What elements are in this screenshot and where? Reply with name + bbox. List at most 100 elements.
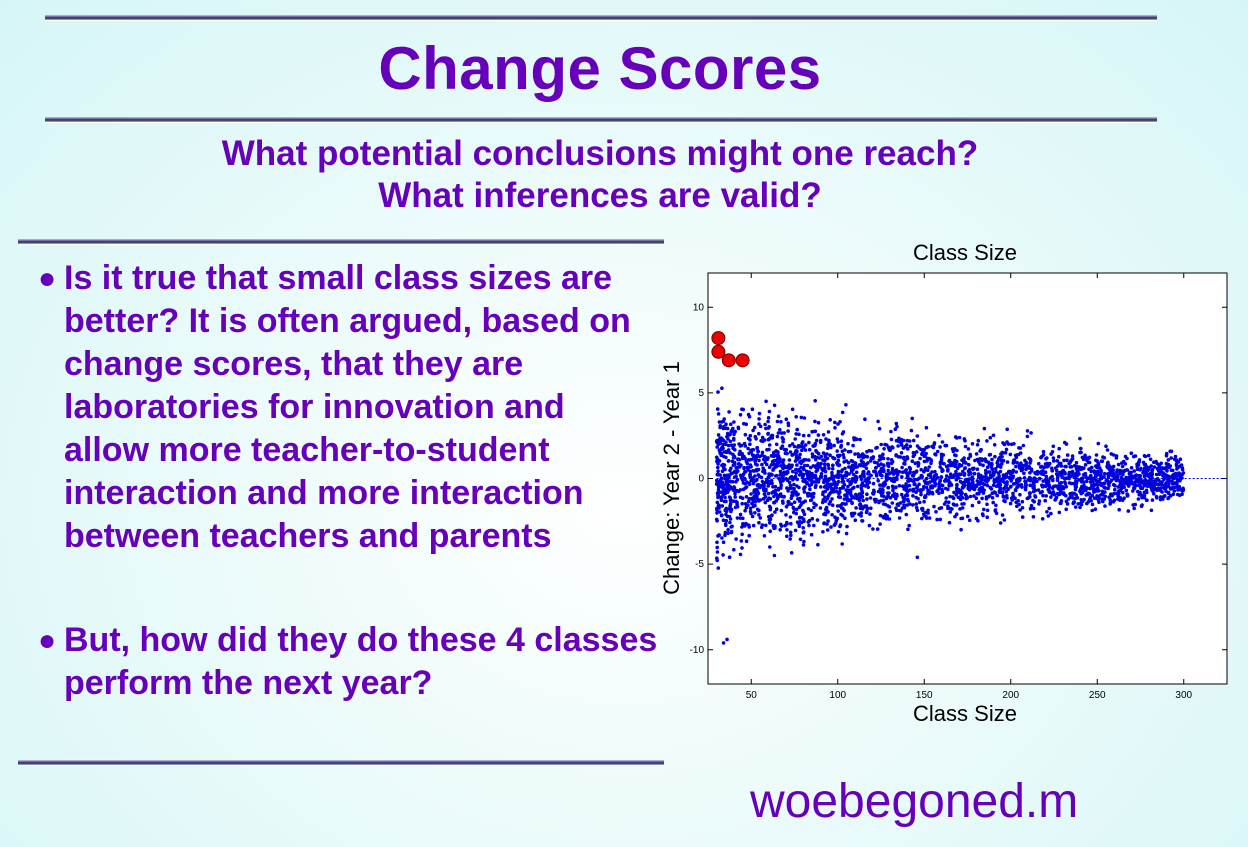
- data-point: [1065, 453, 1070, 457]
- data-point: [1041, 449, 1046, 454]
- data-point: [1144, 472, 1149, 476]
- data-point: [889, 461, 894, 466]
- data-point: [1159, 461, 1163, 466]
- data-point: [851, 443, 855, 448]
- data-point: [910, 459, 915, 463]
- data-point: [1039, 455, 1043, 460]
- data-point: [886, 485, 891, 490]
- data-point: [1146, 453, 1151, 458]
- data-point: [757, 474, 762, 479]
- data-point: [947, 520, 952, 525]
- data-point: [736, 457, 740, 462]
- data-point: [836, 530, 841, 534]
- data-point: [934, 452, 938, 457]
- data-point: [911, 454, 916, 459]
- data-point: [894, 496, 898, 501]
- data-point: [910, 416, 914, 421]
- data-point: [1053, 497, 1058, 502]
- data-point: [826, 510, 830, 514]
- data-point: [1050, 486, 1055, 490]
- data-point: [726, 474, 730, 479]
- data-point: [1120, 498, 1125, 503]
- data-point: [961, 469, 965, 474]
- data-point: [827, 438, 831, 443]
- data-point: [1140, 486, 1145, 491]
- data-point: [843, 448, 847, 452]
- data-point: [875, 461, 879, 465]
- data-point: [1177, 474, 1182, 478]
- data-point: [1083, 453, 1087, 458]
- data-point: [1038, 490, 1043, 495]
- data-point: [981, 463, 985, 468]
- data-point: [1175, 467, 1179, 471]
- data-point: [810, 494, 814, 499]
- data-point-outlier: [721, 641, 726, 645]
- data-point: [1142, 484, 1147, 488]
- data-point: [1041, 469, 1045, 473]
- data-point: [828, 418, 832, 422]
- data-point: [1118, 498, 1122, 502]
- data-point: [1144, 479, 1149, 483]
- data-point: [715, 556, 719, 560]
- data-point: [773, 484, 778, 489]
- data-point: [821, 530, 825, 534]
- data-point: [1143, 454, 1148, 459]
- data-point: [1020, 506, 1025, 510]
- data-point: [799, 415, 804, 420]
- data-point: [1005, 482, 1009, 486]
- data-point: [1102, 471, 1107, 476]
- data-point: [739, 539, 744, 543]
- data-point: [743, 432, 748, 437]
- data-point: [975, 443, 980, 447]
- highlighted-point: [721, 353, 736, 368]
- data-point: [792, 500, 797, 505]
- data-point: [798, 537, 803, 542]
- data-point: [877, 463, 881, 468]
- data-point: [1138, 474, 1142, 478]
- data-point: [1043, 470, 1048, 474]
- data-point: [801, 510, 806, 514]
- data-point: [760, 450, 765, 455]
- data-point: [716, 487, 721, 492]
- data-point: [783, 523, 787, 528]
- data-point: [1150, 467, 1155, 472]
- data-point: [748, 506, 753, 511]
- data-point: [893, 468, 898, 473]
- data-point: [738, 413, 743, 417]
- data-point: [1082, 466, 1086, 470]
- data-point: [878, 483, 882, 487]
- data-point: [768, 545, 772, 549]
- data-point: [785, 520, 789, 525]
- data-point: [944, 443, 949, 448]
- data-point: [1064, 493, 1068, 498]
- data-point: [1178, 488, 1183, 492]
- data-point: [881, 498, 886, 503]
- data-point: [799, 465, 803, 470]
- data-point: [859, 492, 864, 497]
- data-point: [918, 456, 922, 461]
- data-point: [884, 478, 889, 482]
- data-point: [1079, 446, 1083, 451]
- data-point: [715, 500, 720, 505]
- data-point: [967, 488, 972, 492]
- data-point: [747, 525, 751, 529]
- data-point: [1004, 447, 1009, 452]
- data-point: [1135, 467, 1140, 471]
- data-point: [1167, 484, 1171, 489]
- data-point: [1134, 473, 1139, 477]
- data-point: [897, 436, 901, 441]
- data-point: [1027, 456, 1031, 461]
- data-point: [1110, 494, 1114, 498]
- data-point: [768, 521, 772, 525]
- data-point: [803, 448, 808, 452]
- data-point: [806, 494, 810, 498]
- data-point: [738, 512, 743, 517]
- data-point: [955, 490, 960, 495]
- data-point: [797, 456, 802, 460]
- data-point: [990, 496, 995, 500]
- data-point: [845, 491, 850, 496]
- data-point: [789, 533, 793, 538]
- data-point: [724, 512, 728, 517]
- data-point: [1095, 489, 1100, 493]
- data-point: [817, 477, 821, 481]
